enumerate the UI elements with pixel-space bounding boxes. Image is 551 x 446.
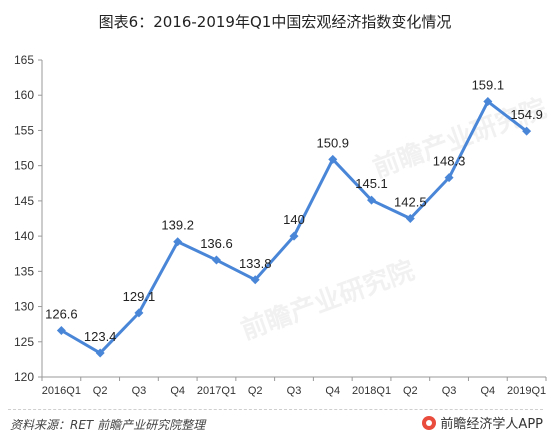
data-point-marker [328,154,338,164]
data-label: 154.9 [510,107,543,122]
x-axis-ticks: 2016Q1 Q2 Q3 Q4 2017Q1 Q2 Q3 Q4 2018Q1 Q2 Q3 Q4 2019… [41,377,547,397]
y-tick-label: 165 [14,53,34,67]
source-note: 资料来源：RET 前瞻产业研究院整理 [10,418,206,432]
data-label: 136.6 [200,236,233,251]
data-label: 150.9 [316,135,349,150]
data-point-marker [405,214,415,223]
chart-axes [41,60,546,378]
data-label: 126.6 [45,307,78,322]
x-tick-label: 2019Q1 [507,385,546,397]
y-tick-label: 160 [14,88,34,102]
data-labels: 126.6 123.4 129.1 139.2 136.6 133.8 140 150.9 14… [45,78,543,344]
y-tick-label: 135 [14,264,34,278]
data-label: 123.4 [84,329,117,344]
x-tick-label: Q3 [442,385,457,397]
x-tick-label: 2017Q1 [197,385,236,397]
data-point-marker [367,195,377,205]
x-tick-label: Q2 [248,385,263,397]
y-tick-label: 155 [14,123,34,137]
data-label: 148.3 [433,154,466,169]
data-point-marker [250,275,260,285]
brand-name: 前瞻经济学人APP [440,417,543,432]
y-tick-label: 150 [14,159,34,173]
x-tick-label: Q2 [403,385,418,397]
data-series [56,97,532,358]
y-tick-label: 125 [14,335,34,349]
data-point-marker [289,231,299,241]
brand-footer: 前瞻经济学人APP [422,413,543,432]
x-tick-label: Q3 [132,385,147,397]
y-tick-label: 130 [14,300,34,314]
data-label: 159.1 [472,78,505,93]
x-tick-label: Q4 [170,385,185,397]
data-point-marker [444,173,454,183]
data-label: 139.2 [161,218,194,233]
data-label: 145.1 [355,176,388,191]
data-label: 133.8 [239,256,272,271]
x-tick-label: Q4 [481,385,496,397]
data-point-marker [483,97,493,107]
footer-divider [8,409,543,410]
x-tick-label: Q2 [93,385,108,397]
data-label: 129.1 [123,289,156,304]
data-point-marker [134,308,144,318]
series-line [60,100,528,355]
data-point-marker [56,326,66,336]
data-point-marker [522,126,532,136]
data-point-marker [95,348,105,358]
y-tick-label: 120 [14,370,34,384]
x-tick-label: Q3 [287,385,302,397]
chart-title: 图表6：2016-2019年Q1中国宏观经济指数变化情况 [99,13,452,31]
y-axis-ticks: 120 125 130 135 140 145 150 155 160 165 [14,53,42,384]
y-tick-label: 145 [14,194,34,208]
qianzhan-logo-icon [422,415,437,430]
data-label: 142.5 [394,195,427,210]
x-tick-label: 2016Q1 [42,385,81,397]
x-tick-label: 2018Q1 [352,385,391,397]
x-tick-label: Q4 [325,385,340,397]
data-point-marker [173,237,183,247]
data-label: 140 [283,212,305,227]
y-tick-label: 140 [14,229,34,243]
data-point-marker [211,255,221,265]
